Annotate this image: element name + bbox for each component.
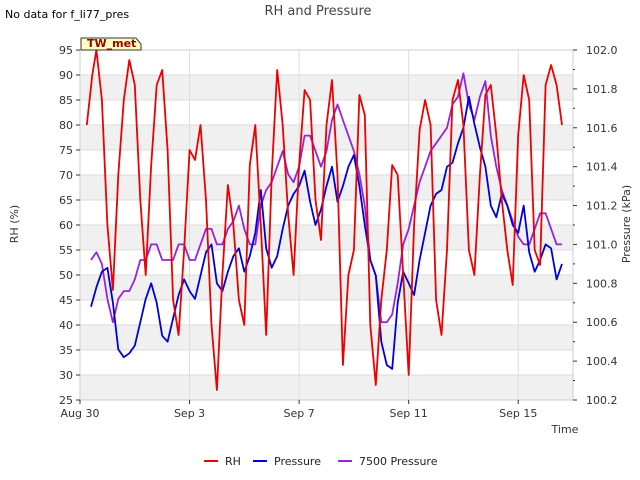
right-tick-label: 100.2	[586, 394, 618, 407]
badge-label: TW_met	[87, 37, 136, 50]
x-tick-label: Sep 7	[283, 407, 314, 420]
x-axis-label: Time	[551, 423, 579, 436]
right-tick-label: 100.4	[586, 355, 618, 368]
x-tick-label: Aug 30	[61, 407, 100, 420]
left-tick-label: 95	[59, 44, 73, 57]
left-tick-label: 45	[59, 294, 73, 307]
series-line-7500-pressure	[90, 72, 562, 324]
x-axis-ticks: Aug 30 Sep 3 Sep 7 Sep 11 Sep 15	[61, 400, 537, 420]
left-tick-label: 55	[59, 244, 73, 257]
left-axis-ticks: 25 30 35 40 45 50 55 60 65 70 75 80 85 90 95	[59, 44, 80, 407]
legend-label: RH	[225, 455, 241, 468]
x-tick-label: Sep 11	[390, 407, 428, 420]
right-tick-label: 100.6	[586, 316, 618, 329]
left-tick-label: 60	[59, 219, 73, 232]
right-tick-label: 101.8	[586, 83, 618, 96]
left-axis-label: RH (%)	[8, 205, 21, 243]
legend-label: Pressure	[274, 455, 321, 468]
right-tick-label: 101.2	[586, 200, 618, 213]
chart-title: RH and Pressure	[264, 4, 371, 19]
left-tick-label: 35	[59, 344, 73, 357]
grid-band	[80, 375, 573, 400]
series-line-rh	[85, 49, 563, 391]
left-tick-label: 40	[59, 319, 73, 332]
right-tick-label: 101.6	[586, 122, 618, 135]
x-tick-label: Sep 3	[174, 407, 205, 420]
grid-band	[80, 75, 573, 100]
right-axis-label: Pressure (kPa)	[620, 185, 633, 263]
right-tick-label: 100.8	[586, 277, 618, 290]
left-tick-label: 50	[59, 269, 73, 282]
grid-band	[80, 225, 573, 250]
grid-band	[80, 325, 573, 350]
x-tick-label: Sep 15	[499, 407, 537, 420]
legend: RH Pressure 7500 Pressure	[204, 455, 438, 468]
right-tick-label: 101.4	[586, 161, 618, 174]
grid-band	[80, 275, 573, 300]
left-tick-label: 65	[59, 194, 73, 207]
left-tick-label: 70	[59, 169, 73, 182]
badge-shape	[80, 37, 142, 51]
left-tick-label: 25	[59, 394, 73, 407]
series-layer	[85, 49, 563, 391]
left-tick-label: 30	[59, 369, 73, 382]
left-tick-label: 90	[59, 69, 73, 82]
left-tick-label: 85	[59, 94, 73, 107]
right-tick-label: 101.0	[586, 238, 618, 251]
series-line-pressure	[90, 95, 563, 370]
right-tick-label: 102.0	[586, 44, 618, 57]
left-tick-label: 75	[59, 144, 73, 157]
right-axis-ticks: 100.2 100.4 100.6 100.8 101.0 101.2 101.4 101.6…	[573, 44, 618, 407]
site-badge: TW_met	[80, 37, 142, 51]
legend-label: 7500 Pressure	[359, 455, 438, 468]
left-tick-label: 80	[59, 119, 73, 132]
no-data-note: No data for f_li77_pres	[5, 8, 129, 21]
